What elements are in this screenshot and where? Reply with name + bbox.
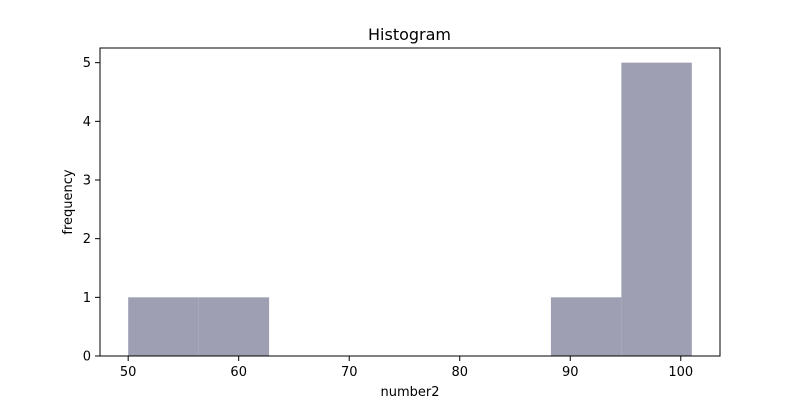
- x-tick-label: 90: [562, 365, 579, 380]
- histogram-bar-0: [128, 297, 199, 356]
- x-axis: 50 60 70 80 90 100: [120, 356, 693, 380]
- y-axis-label: frequency: [61, 169, 76, 235]
- x-tick-label: 70: [341, 365, 358, 380]
- y-tick-label: 1: [83, 291, 91, 306]
- y-tick-label: 2: [83, 232, 91, 247]
- chart-title: Histogram: [368, 25, 451, 44]
- y-tick-label: 4: [83, 115, 91, 130]
- x-tick-label: 50: [120, 365, 137, 380]
- histogram-bar-6: [550, 297, 622, 356]
- x-tick-label: 100: [668, 365, 693, 380]
- y-tick-label: 5: [83, 56, 91, 71]
- y-tick-label: 3: [83, 174, 91, 189]
- bars-group: [128, 62, 692, 357]
- histogram-bar-7: [621, 62, 692, 357]
- x-axis-label: number2: [380, 385, 439, 400]
- plot-frame: [99, 47, 721, 357]
- y-tick-label: 0: [83, 350, 91, 365]
- x-tick-label: 60: [230, 365, 247, 380]
- x-tick-label: 80: [451, 365, 468, 380]
- y-axis: 0 1 2 3 4 5: [83, 56, 100, 365]
- histogram-bar-1: [198, 297, 270, 356]
